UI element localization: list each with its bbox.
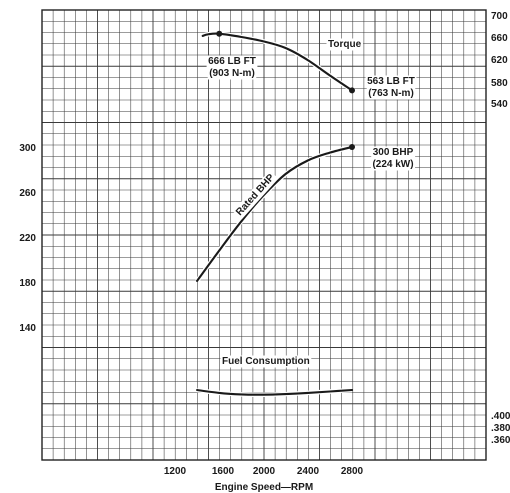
series-line-torque <box>201 32 354 92</box>
chart-curves <box>195 31 354 397</box>
fuel-tick-label: .400 <box>491 411 510 422</box>
series-label-torque: Torque <box>328 39 362 50</box>
right-tick-label: 700 <box>491 11 508 22</box>
left-tick-label: 220 <box>19 233 36 244</box>
left-axis: 300 260 220 180 140 <box>17 142 38 335</box>
x-axis: 1200 1600 2000 2400 2800 <box>162 465 366 478</box>
fuel-axis: .400 .380 .360 <box>489 410 510 447</box>
x-tick-label: 2000 <box>253 466 276 477</box>
x-tick-label: 1200 <box>164 466 187 477</box>
bhp-end-value: 300 BHP <box>373 147 414 158</box>
right-tick-label: 540 <box>491 99 508 110</box>
torque-end-value: 563 LB FT <box>367 76 415 87</box>
left-tick-label: 180 <box>19 278 36 289</box>
torque-end-metric: (763 N-m) <box>368 88 414 99</box>
series-line-fuel-consumption <box>196 388 354 396</box>
x-tick-label: 2400 <box>297 466 320 477</box>
right-tick-label: 660 <box>491 33 508 44</box>
left-tick-label: 260 <box>19 188 36 199</box>
chart-grid <box>41 9 487 461</box>
bhp-end-metric: (224 kW) <box>372 159 413 170</box>
right-tick-label: 580 <box>491 78 508 89</box>
series-line-rated-bhp <box>196 145 354 282</box>
torque-peak-metric: (903 N-m) <box>209 68 255 79</box>
bhp-end-point <box>349 144 355 150</box>
right-tick-label: 620 <box>491 55 508 66</box>
torque-peak-value: 666 LB FT <box>208 56 256 67</box>
plot-frame <box>41 9 487 461</box>
right-axis: 700 660 620 580 540 <box>489 10 510 111</box>
fuel-tick-label: .360 <box>491 435 510 446</box>
x-tick-label: 1600 <box>212 466 235 477</box>
x-axis-label: Engine Speed—RPM <box>215 482 313 493</box>
torque-peak-point <box>216 30 223 37</box>
left-tick-label: 140 <box>19 323 36 334</box>
chart-points <box>216 30 355 150</box>
torque-end-point <box>349 87 355 94</box>
x-tick-label: 2800 <box>341 466 364 477</box>
left-tick-label: 300 <box>19 143 36 154</box>
series-label-fuel-consumption: Fuel Consumption <box>222 356 310 367</box>
fuel-tick-label: .380 <box>491 423 510 434</box>
